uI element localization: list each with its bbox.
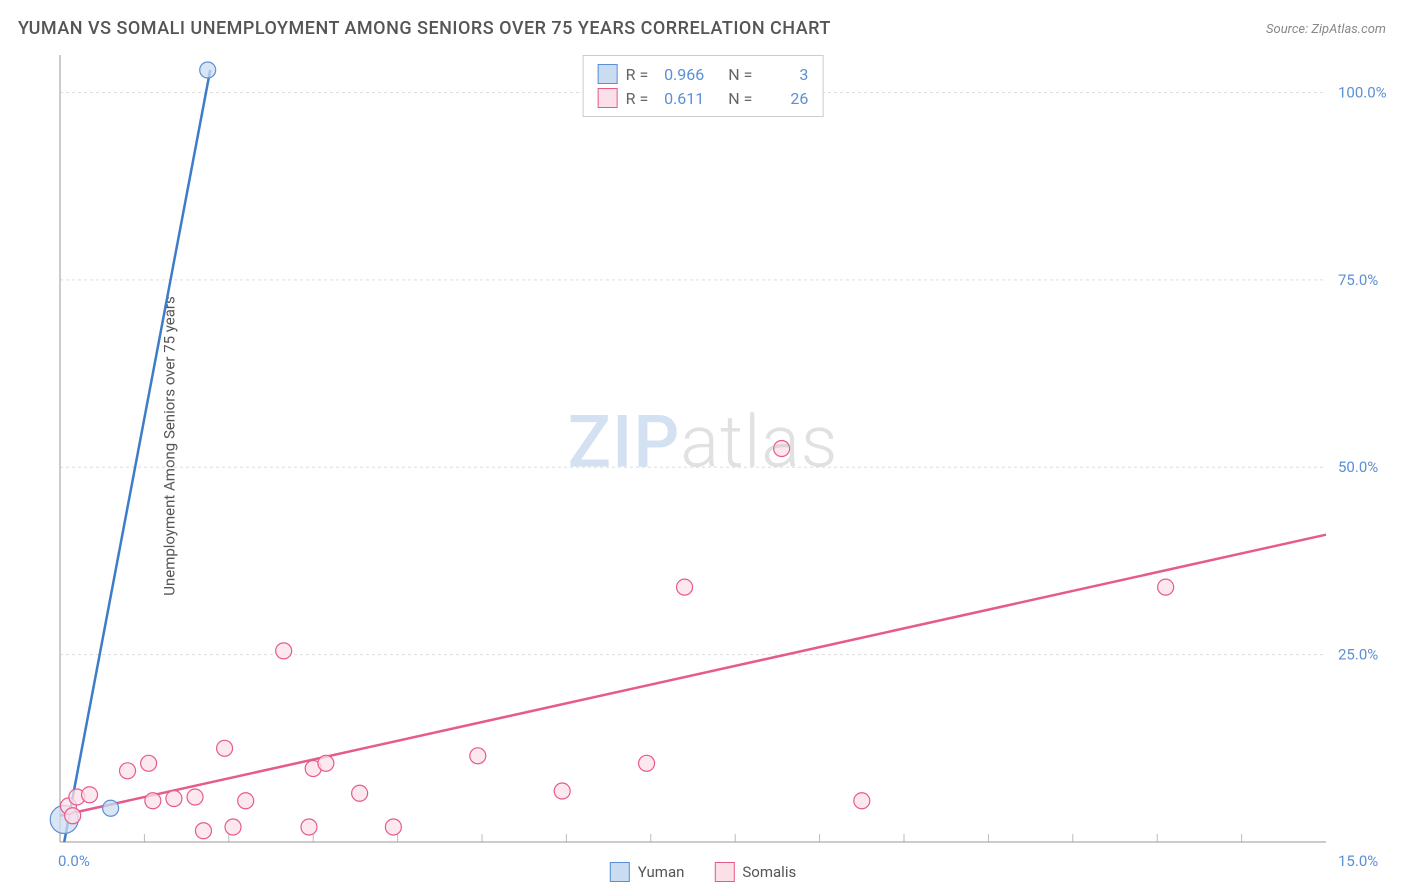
data-point-somalis — [1158, 579, 1174, 595]
data-point-somalis — [141, 755, 157, 771]
trend-line-somalis — [60, 535, 1326, 816]
r-label: R = — [626, 65, 649, 84]
data-point-somalis — [385, 819, 401, 835]
legend-label: Yuman — [638, 863, 685, 881]
stats-legend-box: R = 0.966 N = 3 R = 0.611 N = 26 — [583, 55, 824, 117]
data-point-yuman — [103, 800, 119, 816]
data-point-somalis — [166, 791, 182, 807]
stats-row: R = 0.966 N = 3 — [598, 62, 809, 86]
legend-swatch — [598, 88, 618, 108]
data-point-somalis — [120, 763, 136, 779]
y-tick-label: 100.0% — [1338, 83, 1387, 101]
y-tick-label: 50.0% — [1338, 458, 1378, 476]
data-point-somalis — [677, 579, 693, 595]
x-max-label: 15.0% — [1338, 852, 1378, 870]
data-point-somalis — [187, 789, 203, 805]
data-point-somalis — [238, 793, 254, 809]
n-label: N = — [728, 89, 752, 108]
legend-label: Somalis — [742, 863, 796, 881]
data-point-somalis — [774, 441, 790, 457]
data-point-somalis — [470, 748, 486, 764]
data-point-somalis — [301, 819, 317, 835]
data-point-somalis — [145, 793, 161, 809]
data-point-somalis — [82, 787, 98, 803]
r-value: 0.966 — [656, 65, 704, 84]
legend-swatch — [610, 862, 630, 882]
trend-line-yuman — [64, 70, 210, 842]
data-point-somalis — [318, 755, 334, 771]
x-min-label: 0.0% — [58, 852, 90, 870]
legend-swatch — [714, 862, 734, 882]
plot-area: 25.0%50.0%75.0%100.0%0.0%15.0% — [60, 55, 1326, 842]
data-point-somalis — [276, 643, 292, 659]
bottom-legend: Yuman Somalis — [610, 862, 796, 882]
legend-item: Yuman — [610, 862, 685, 882]
data-point-somalis — [639, 755, 655, 771]
data-point-somalis — [65, 808, 81, 824]
r-label: R = — [626, 89, 649, 108]
source-attribution: Source: ZipAtlas.com — [1266, 22, 1386, 37]
data-point-somalis — [554, 783, 570, 799]
data-point-somalis — [217, 740, 233, 756]
chart-title: YUMAN VS SOMALI UNEMPLOYMENT AMONG SENIO… — [18, 18, 831, 39]
r-value: 0.611 — [656, 89, 704, 108]
scatter-plot-svg: 25.0%50.0%75.0%100.0%0.0%15.0% — [60, 55, 1326, 842]
data-point-somalis — [854, 793, 870, 809]
data-point-somalis — [225, 819, 241, 835]
n-value: 3 — [760, 65, 808, 84]
y-tick-label: 75.0% — [1338, 271, 1378, 289]
data-point-yuman — [200, 62, 216, 78]
n-label: N = — [728, 65, 752, 84]
data-point-somalis — [195, 823, 211, 839]
stats-row: R = 0.611 N = 26 — [598, 86, 809, 110]
legend-swatch — [598, 64, 618, 84]
n-value: 26 — [760, 89, 808, 108]
y-tick-label: 25.0% — [1338, 646, 1378, 664]
legend-item: Somalis — [714, 862, 796, 882]
data-point-somalis — [352, 785, 368, 801]
